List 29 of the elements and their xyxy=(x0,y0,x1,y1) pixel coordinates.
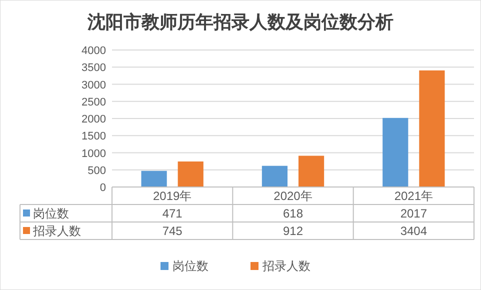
bar xyxy=(141,170,167,187)
y-tick-label: 4000 xyxy=(82,45,106,57)
x-tick-label: 2019年 xyxy=(152,189,192,203)
legend-label: 招录人数 xyxy=(262,259,310,273)
text: 招录人数 xyxy=(33,224,81,238)
y-tick-label: 1000 xyxy=(82,148,106,160)
x-tick-label: 2020年 xyxy=(274,189,312,203)
y-tick-label: 1500 xyxy=(82,130,106,143)
y-tick-label: 2000 xyxy=(82,114,106,126)
bar xyxy=(382,118,408,187)
y-tick-label: 3500 xyxy=(82,62,106,74)
x-tick-label: 2021年 xyxy=(394,189,434,203)
bar xyxy=(419,70,445,187)
y-tick-label: 2500 xyxy=(82,96,106,108)
y-tick-label: 3000 xyxy=(82,79,106,92)
bar xyxy=(178,161,204,187)
text: 岗位数 xyxy=(33,206,69,220)
y-tick-label: 500 xyxy=(88,164,106,177)
data-label: 3404 xyxy=(400,224,428,238)
bar xyxy=(262,166,288,187)
bar xyxy=(298,156,324,187)
y-tick-label: 0 xyxy=(100,182,106,194)
legend-label: 岗位数 xyxy=(172,259,208,273)
data-label: 912 xyxy=(282,224,304,238)
data-label: 471 xyxy=(162,206,183,220)
chart-title: 沈阳市教师历年招录人数及岗位数分析 xyxy=(86,12,394,33)
data-label: 745 xyxy=(162,224,183,238)
data-label: 2017 xyxy=(400,206,428,220)
data-label: 618 xyxy=(282,206,304,220)
